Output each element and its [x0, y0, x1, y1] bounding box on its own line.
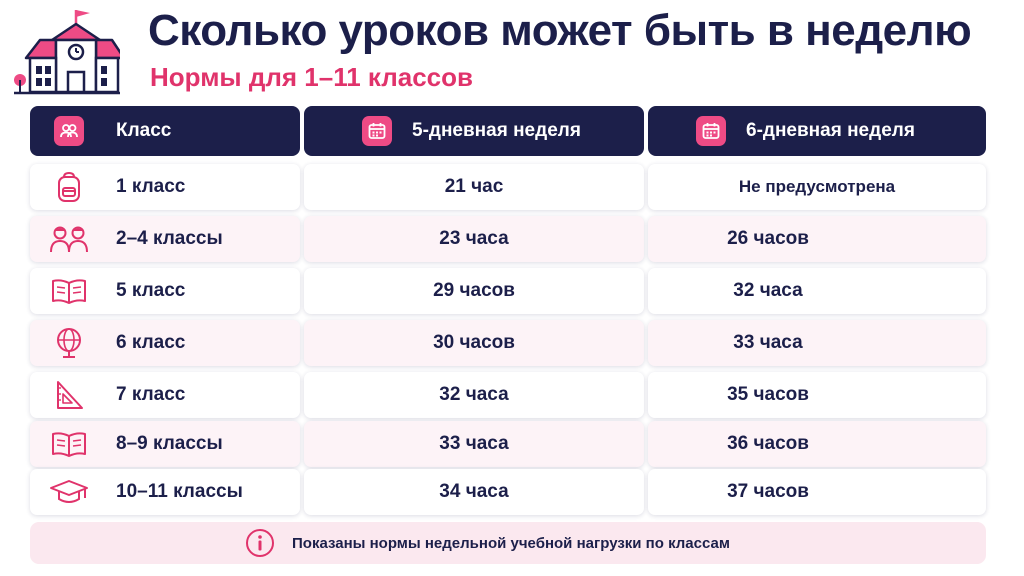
column-header-label: 6-дневная неделя — [746, 120, 915, 141]
five-day-cell: 33 часа — [304, 421, 644, 467]
table-row: 2–4 классы 23 часа 26 часов — [30, 216, 986, 262]
column-header-five-day: 5-дневная неделя — [304, 106, 644, 156]
column-header-grade: Класс — [30, 106, 300, 156]
table-row: 5 класс 29 часов 32 часа — [30, 268, 986, 314]
five-day-value: 33 часа — [439, 433, 509, 454]
column-header-label: Класс — [116, 120, 172, 141]
school-building-icon — [12, 6, 126, 98]
grade-cell: 10–11 классы — [30, 469, 300, 515]
grade-cell: 8–9 классы — [30, 421, 300, 467]
six-day-cell: 33 часа — [648, 320, 986, 366]
six-day-value: 37 часов — [727, 481, 809, 502]
info-icon — [244, 527, 276, 559]
six-day-cell: 26 часов — [648, 216, 986, 262]
five-day-cell: 29 часов — [304, 268, 644, 314]
grade-label: 5 класс — [116, 280, 186, 301]
six-day-value: 35 часов — [727, 384, 809, 405]
students-icon — [48, 222, 90, 256]
grade-cell: 5 класс — [30, 268, 300, 314]
five-day-cell: 30 часов — [304, 320, 644, 366]
users-icon — [54, 116, 84, 146]
five-day-cell: 23 часа — [304, 216, 644, 262]
six-day-value: 26 часов — [727, 228, 809, 249]
column-header-label: 5-дневная неделя — [412, 120, 581, 141]
five-day-cell: 21 час — [304, 164, 644, 210]
grade-label: 7 класс — [116, 384, 186, 405]
info-note: Показаны нормы недельной учебной нагрузк… — [30, 522, 986, 564]
set-square-icon — [48, 378, 90, 412]
grade-label: 8–9 классы — [116, 433, 223, 454]
grade-cell: 2–4 классы — [30, 216, 300, 262]
six-day-value: 33 часа — [733, 332, 803, 353]
info-note-text: Показаны нормы недельной учебной нагрузк… — [292, 534, 730, 552]
six-day-cell: 36 часов — [648, 421, 986, 467]
six-day-cell: 32 часа — [648, 268, 986, 314]
globe-icon — [48, 326, 90, 360]
five-day-cell: 34 часа — [304, 469, 644, 515]
open-book-icon — [48, 274, 90, 308]
six-day-value: 32 часа — [733, 280, 803, 301]
calendar-icon — [696, 116, 726, 146]
graduation-cap-icon — [48, 475, 90, 509]
six-day-cell: 35 часов — [648, 372, 986, 418]
five-day-value: 32 часа — [439, 384, 509, 405]
grade-label: 6 класс — [116, 332, 186, 353]
five-day-cell: 32 часа — [304, 372, 644, 418]
grade-label: 2–4 классы — [116, 228, 223, 249]
column-header-six-day: 6-дневная неделя — [648, 106, 986, 156]
five-day-value: 34 часа — [439, 481, 509, 502]
five-day-value: 29 часов — [433, 280, 515, 301]
table-row: 7 класс 32 часа 35 часов — [30, 372, 986, 418]
table-row: 1 класс 21 час Не предусмотрена — [30, 164, 986, 210]
five-day-value: 21 час — [444, 176, 504, 197]
grade-cell: 1 класс — [30, 164, 300, 210]
five-day-value: 30 часов — [433, 332, 515, 353]
table-row: 10–11 классы 34 часа 37 часов — [30, 469, 986, 515]
table-row: 8–9 классы 33 часа 36 часов — [30, 421, 986, 467]
six-day-cell: Не предусмотрена — [648, 164, 986, 210]
grade-label: 10–11 классы — [116, 481, 243, 502]
backpack-icon — [48, 170, 90, 204]
page-title: Сколько уроков может быть в неделю — [148, 6, 972, 55]
grade-cell: 6 класс — [30, 320, 300, 366]
calendar-icon — [362, 116, 392, 146]
table-row: 6 класс 30 часов 33 часа — [30, 320, 986, 366]
six-day-value: Не предусмотрена — [738, 177, 896, 196]
grade-cell: 7 класс — [30, 372, 300, 418]
page-subtitle: Нормы для 1–11 классов — [150, 62, 473, 92]
open-book-icon — [48, 427, 90, 461]
six-day-value: 36 часов — [727, 433, 809, 454]
five-day-value: 23 часа — [439, 228, 509, 249]
six-day-cell: 37 часов — [648, 469, 986, 515]
grade-label: 1 класс — [116, 176, 186, 197]
